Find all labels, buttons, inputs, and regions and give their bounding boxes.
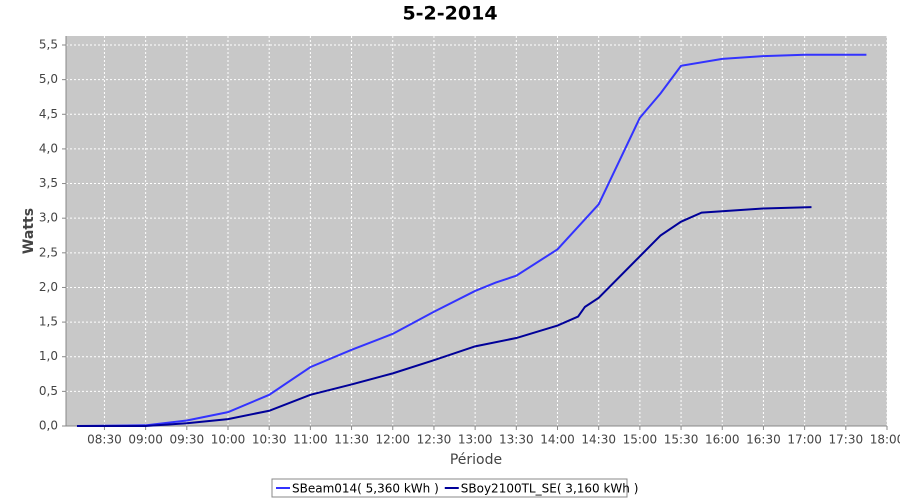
x-tick-label: 11:30 — [334, 433, 369, 447]
y-tick-label: 2,0 — [39, 280, 58, 294]
y-tick-label: 1,5 — [39, 315, 58, 329]
legend-label: SBoy2100TL_SE( 3,160 kWh ) — [461, 482, 639, 496]
x-tick-label: 12:00 — [375, 433, 410, 447]
chart-title: 5-2-2014 — [402, 3, 497, 25]
legend-label: SBeam014( 5,360 kWh ) — [292, 482, 439, 496]
x-tick-label: 15:30 — [664, 433, 699, 447]
series-line — [76, 53, 867, 427]
x-tick-label: 15:00 — [623, 433, 658, 447]
x-tick-label: 12:30 — [417, 433, 452, 447]
x-tick-label: 09:30 — [170, 433, 205, 447]
y-tick-label: 2,5 — [39, 245, 58, 259]
x-axis-label: Période — [450, 452, 502, 468]
y-tick-label: 1,0 — [39, 349, 58, 363]
x-tick-label: 08:30 — [87, 433, 122, 447]
x-tick-label: 18:00 — [870, 433, 900, 447]
x-tick-label: 16:30 — [746, 433, 781, 447]
x-tick-label: 13:00 — [458, 433, 493, 447]
x-tick-label: 17:30 — [829, 433, 864, 447]
y-tick-label: 5,5 — [39, 38, 58, 52]
series-line — [76, 206, 812, 427]
y-axis-label: Watts — [21, 208, 37, 254]
x-tick-label: 10:00 — [211, 433, 246, 447]
x-tick-label: 14:30 — [581, 433, 616, 447]
y-tick-label: 4,0 — [39, 141, 58, 155]
y-tick-label: 0,5 — [39, 384, 58, 398]
x-tick-label: 14:00 — [540, 433, 575, 447]
x-tick-label: 10:30 — [252, 433, 287, 447]
x-tick-label: 16:00 — [705, 433, 740, 447]
y-tick-label: 5,0 — [39, 72, 58, 86]
y-tick-label: 0,0 — [39, 419, 58, 433]
plot-area — [66, 36, 887, 426]
y-tick-label: 4,5 — [39, 107, 58, 121]
y-tick-label: 3,0 — [39, 211, 58, 225]
y-tick-label: 3,5 — [39, 176, 58, 190]
x-tick-label: 09:00 — [128, 433, 163, 447]
x-tick-label: 13:30 — [499, 433, 534, 447]
x-tick-label: 11:00 — [293, 433, 328, 447]
x-tick-label: 17:00 — [787, 433, 822, 447]
